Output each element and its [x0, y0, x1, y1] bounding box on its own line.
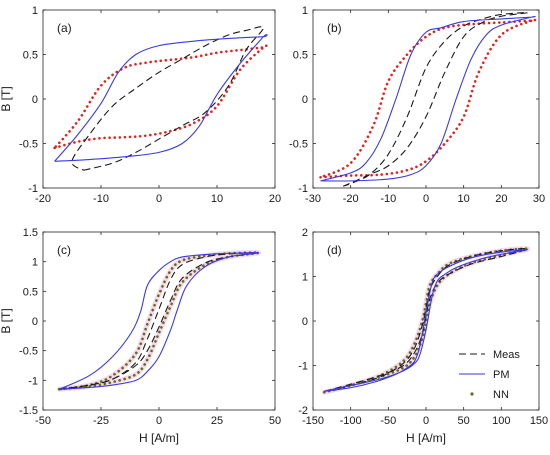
y-tick-label: 1: [302, 5, 308, 17]
y-axis-label: B [T]: [0, 308, 13, 333]
series-nn-dots: [319, 18, 537, 179]
legend-label-pm: PM: [493, 369, 510, 381]
x-tick-label: -100: [340, 415, 362, 427]
series-meas-line: [59, 252, 260, 390]
x-tick-label: -25: [93, 415, 109, 427]
x-tick-label: -150: [302, 415, 324, 427]
y-axis-label: B [T]: [0, 86, 13, 111]
x-tick-label: -50: [35, 415, 51, 427]
axes-box: [42, 9, 276, 189]
y-tick-label: 1: [32, 5, 38, 17]
y-tick-label: 1: [32, 257, 38, 269]
series-meas-line: [342, 12, 529, 187]
y-tick-label: 0: [302, 94, 308, 106]
x-tick-label: -50: [380, 415, 396, 427]
y-tick-label: -1: [298, 361, 308, 373]
y-tick-label: -0.5: [289, 139, 308, 151]
legend: Meas PM NN: [459, 349, 520, 401]
series-pm-line: [324, 249, 529, 392]
x-tick-label: 0: [156, 415, 162, 427]
x-tick-label: 50: [269, 415, 281, 427]
panel-label: (d): [327, 243, 342, 257]
panel-label: (b): [327, 21, 342, 35]
x-tick-label: 0: [423, 193, 429, 205]
y-tick-label: -1: [298, 183, 308, 195]
y-tick-label: -0.5: [19, 139, 38, 151]
x-tick-label: 20: [495, 193, 507, 205]
panel-b: -30 -20 -10 0 10 20 30 -1 -0.5 0 0.5 1 (b): [289, 5, 545, 205]
x-tick-label: 30: [533, 193, 545, 205]
x-tick-label: 150: [530, 415, 548, 427]
y-tick-label: 0: [302, 316, 308, 328]
series-nn-glow: [56, 250, 262, 392]
series-meas-line: [71, 26, 264, 171]
legend-label-meas: Meas: [493, 349, 520, 361]
series-nn-dots: [57, 251, 261, 391]
x-tick-label: 50: [458, 415, 470, 427]
x-tick-label: -20: [35, 193, 51, 205]
panel-d: -150 -100 -50 0 50 100 150 -2 -1 0 1 2 H [A/m] (d) Mea…: [298, 227, 548, 445]
y-tick-label: 0.5: [23, 286, 38, 298]
panel-c: -50 -25 0 25 50 -1.5 -1 -0.5 0 0.5 1 1.5 B [T] H [A/m…: [0, 227, 281, 445]
series-pm-line: [54, 34, 268, 162]
y-tick-label: -0.5: [19, 346, 38, 358]
panel-label: (c): [57, 243, 71, 257]
x-tick-label: -10: [380, 193, 396, 205]
y-tick-label: 0: [32, 316, 38, 328]
x-axis-label: H [A/m]: [406, 431, 446, 445]
series-meas-line: [324, 248, 529, 392]
x-tick-label: 100: [492, 415, 510, 427]
x-tick-label: 0: [423, 415, 429, 427]
y-tick-label: 1.5: [23, 227, 38, 239]
x-tick-label: -20: [343, 193, 359, 205]
x-tick-label: 10: [458, 193, 470, 205]
panel-label: (a): [57, 21, 72, 35]
series-nn-dots: [323, 247, 530, 394]
y-tick-label: 0.5: [293, 50, 308, 62]
series-pm-line: [59, 252, 260, 390]
y-tick-label: -1.5: [19, 405, 38, 417]
x-tick-label: -10: [93, 193, 109, 205]
legend-swatch-nn: [470, 392, 474, 396]
y-tick-label: -1: [28, 375, 38, 387]
x-axis-label: H [A/m]: [139, 431, 179, 445]
series-nn-dots: [53, 44, 268, 150]
panel-a: -20 -10 0 10 20 -1 -0.5 0 0.5 1 B [T] (a): [0, 5, 281, 205]
axes-box: [42, 231, 276, 411]
y-tick-label: 1: [302, 272, 308, 284]
x-tick-label: 10: [211, 193, 223, 205]
x-tick-label: 20: [269, 193, 281, 205]
legend-label-nn: NN: [493, 389, 509, 401]
x-tick-label: -30: [305, 193, 321, 205]
x-tick-label: 25: [211, 415, 223, 427]
y-tick-label: -1: [28, 183, 38, 195]
y-tick-label: 0.5: [23, 50, 38, 62]
y-tick-label: -2: [298, 405, 308, 417]
x-tick-label: 0: [156, 193, 162, 205]
series-pm-line: [320, 15, 536, 182]
y-tick-label: 0: [32, 94, 38, 106]
y-tick-label: 2: [302, 227, 308, 239]
